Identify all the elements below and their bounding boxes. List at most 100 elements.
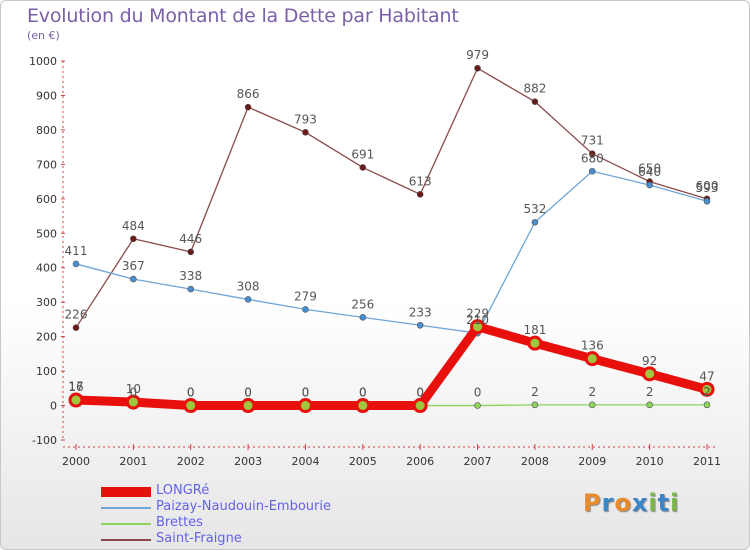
data-label: 731 bbox=[581, 134, 604, 148]
data-point bbox=[588, 167, 596, 175]
data-label: 484 bbox=[122, 219, 145, 233]
y-tick-label: 200 bbox=[36, 331, 57, 344]
x-tick-label: 2000 bbox=[62, 455, 90, 468]
data-label: 256 bbox=[351, 297, 374, 311]
data-point bbox=[646, 181, 653, 189]
data-point bbox=[130, 235, 137, 243]
x-tick-label: 2007 bbox=[464, 455, 492, 468]
data-point bbox=[72, 324, 80, 331]
data-label: 0 bbox=[244, 386, 252, 400]
data-label: 308 bbox=[237, 279, 260, 293]
data-label: 0 bbox=[302, 386, 310, 400]
x-tick-label: 2001 bbox=[119, 455, 147, 468]
data-label: 229 bbox=[466, 307, 489, 321]
legend-label-longre: LONGRé bbox=[156, 483, 210, 498]
data-label: 2 bbox=[646, 385, 654, 399]
data-point bbox=[72, 260, 80, 268]
data-label: 0 bbox=[130, 386, 138, 400]
data-point bbox=[297, 398, 313, 414]
y-tick-label: 1000 bbox=[29, 55, 57, 68]
data-point bbox=[187, 248, 195, 256]
data-point bbox=[412, 398, 428, 414]
y-tick-label: 100 bbox=[36, 365, 57, 378]
data-label: 691 bbox=[351, 147, 374, 161]
series-line bbox=[75, 67, 708, 329]
data-point bbox=[130, 275, 137, 283]
data-point bbox=[646, 401, 653, 409]
chart-title: Evolution du Montant de la Dette par Hab… bbox=[27, 5, 459, 27]
logo-letter: r bbox=[601, 489, 615, 517]
logo-letter: o bbox=[614, 489, 632, 517]
x-tick-label: 2004 bbox=[291, 455, 319, 468]
data-label: 0 bbox=[359, 386, 367, 400]
data-point bbox=[531, 218, 539, 226]
data-label: 181 bbox=[523, 323, 546, 337]
x-tick-label: 2003 bbox=[234, 455, 262, 468]
x-tick-label: 2005 bbox=[349, 455, 377, 468]
data-label: 226 bbox=[65, 308, 88, 322]
data-label: 882 bbox=[523, 82, 546, 96]
proxiti-logo: Proxiti bbox=[583, 489, 679, 517]
data-point bbox=[183, 398, 199, 414]
data-label: 16 bbox=[68, 380, 83, 394]
legend-swatch-longre bbox=[101, 487, 151, 497]
data-label: 2 bbox=[703, 385, 711, 399]
data-label: 210 bbox=[466, 313, 489, 327]
data-point bbox=[527, 335, 543, 351]
data-label: 367 bbox=[122, 259, 145, 273]
data-label: 593 bbox=[696, 181, 719, 195]
data-point bbox=[588, 150, 596, 157]
data-label: 2 bbox=[588, 385, 596, 399]
legend-swatch-saint-fraigne bbox=[101, 539, 151, 541]
y-tick-label: 500 bbox=[36, 227, 57, 240]
data-label: 0 bbox=[244, 386, 252, 400]
data-label: 279 bbox=[294, 289, 317, 303]
data-label: 0 bbox=[359, 386, 367, 400]
y-tick-label: 800 bbox=[36, 124, 57, 137]
data-label: 866 bbox=[237, 87, 260, 101]
y-tick-label: 0 bbox=[50, 400, 57, 413]
y-tick-label: -100 bbox=[32, 434, 57, 447]
data-label: 338 bbox=[179, 269, 202, 283]
data-point bbox=[474, 64, 481, 72]
data-label: 17 bbox=[68, 380, 83, 394]
data-point bbox=[699, 381, 715, 397]
data-point bbox=[531, 98, 539, 105]
series-line bbox=[71, 322, 712, 411]
data-point bbox=[416, 321, 424, 329]
data-point bbox=[531, 401, 539, 409]
logo-letter: P bbox=[583, 489, 602, 517]
legend-label-brettes: Brettes bbox=[156, 515, 203, 530]
data-label: 650 bbox=[638, 162, 661, 176]
data-label: 680 bbox=[581, 151, 604, 165]
data-label: 233 bbox=[409, 305, 432, 319]
data-point bbox=[474, 402, 481, 409]
x-tick-label: 2002 bbox=[177, 455, 205, 468]
legend-label-saint-fraigne: Saint-Fraigne bbox=[156, 531, 242, 546]
legend-label-paizay: Paizay-Naudouin-Embourie bbox=[156, 499, 331, 514]
data-label: 640 bbox=[638, 165, 661, 179]
data-label: 532 bbox=[523, 202, 546, 216]
y-tick-label: 400 bbox=[36, 262, 57, 275]
y-tick-label: 300 bbox=[36, 296, 57, 309]
logo-letter: t bbox=[657, 489, 671, 517]
x-tick-label: 2006 bbox=[406, 455, 434, 468]
data-point bbox=[302, 129, 309, 136]
data-label: 0 bbox=[416, 386, 424, 400]
series-line bbox=[75, 170, 708, 334]
data-point bbox=[584, 351, 600, 367]
data-label: 613 bbox=[409, 174, 432, 188]
data-point bbox=[703, 197, 711, 205]
data-label: 136 bbox=[581, 339, 604, 353]
data-point bbox=[355, 398, 371, 414]
data-point bbox=[359, 314, 367, 321]
data-point bbox=[187, 285, 195, 293]
data-point bbox=[68, 392, 84, 408]
data-point bbox=[302, 306, 309, 313]
data-label: 0 bbox=[187, 386, 195, 400]
data-point bbox=[240, 398, 256, 414]
data-point bbox=[642, 366, 658, 382]
legend-swatch-brettes bbox=[101, 523, 151, 525]
